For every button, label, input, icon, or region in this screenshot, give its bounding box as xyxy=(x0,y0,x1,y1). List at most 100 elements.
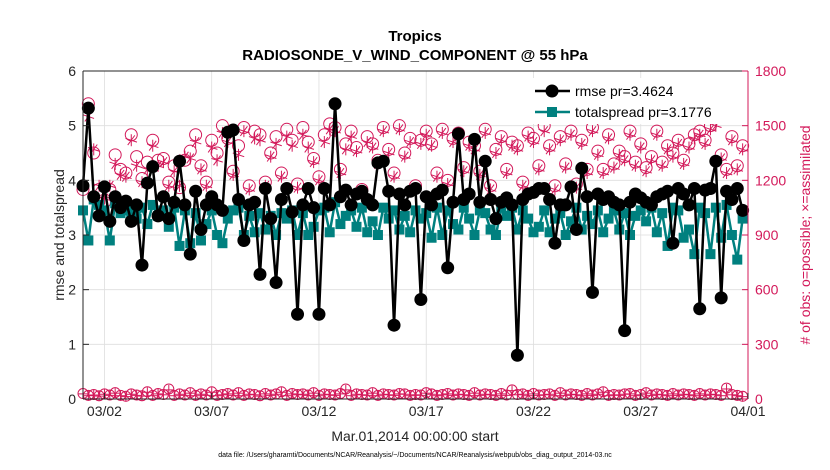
obs-assimilated-point xyxy=(398,150,411,163)
asterisk-stroke xyxy=(583,167,592,179)
rmse-point xyxy=(87,190,101,204)
y-tick-label: 0 xyxy=(68,391,76,407)
obs-assimilated-point xyxy=(120,170,132,183)
rmse-point xyxy=(376,154,390,168)
asterisk-stroke xyxy=(309,156,318,168)
asterisk-stroke xyxy=(111,158,120,170)
rmse-point xyxy=(580,190,594,204)
totalspread-point xyxy=(603,213,614,224)
asterisk-stroke xyxy=(567,129,575,140)
rmse-point xyxy=(215,203,229,217)
rmse-point xyxy=(505,198,519,212)
obs-assimilated-point xyxy=(425,139,438,152)
obs-assimilated-point xyxy=(597,167,610,180)
rmse-point xyxy=(103,214,117,228)
asterisk-stroke xyxy=(347,131,356,142)
asterisk-stroke xyxy=(599,167,608,179)
rmse-point xyxy=(409,182,422,196)
y-tick-label-right: 900 xyxy=(755,227,779,243)
totalspread-point xyxy=(480,208,491,219)
asterisk-stroke xyxy=(690,133,699,144)
totalspread-point xyxy=(99,205,110,216)
rmse-point xyxy=(317,182,331,196)
rmse-point xyxy=(248,195,262,209)
y-tick-label-right: 1200 xyxy=(755,172,786,188)
totalspread-point xyxy=(732,254,743,265)
totalspread-point xyxy=(147,199,158,210)
obs-assimilated-point xyxy=(200,179,213,192)
asterisk-stroke xyxy=(266,151,275,162)
totalspread-point xyxy=(271,230,282,240)
asterisk-stroke xyxy=(422,129,431,140)
asterisk-stroke xyxy=(207,142,216,153)
rmse-point xyxy=(435,183,449,197)
asterisk-stroke xyxy=(701,138,710,150)
obs-assimilated-point xyxy=(629,159,642,172)
asterisk-stroke xyxy=(170,166,179,177)
totalspread-point xyxy=(619,208,630,219)
legend-spread-label: totalspread pr=3.1776 xyxy=(575,104,712,120)
totalspread-point xyxy=(244,210,255,221)
totalspread-point xyxy=(528,227,539,238)
totalspread-point xyxy=(254,208,265,219)
totalspread-point xyxy=(549,213,560,224)
rmse-point xyxy=(189,184,203,198)
y-tick-label-right: 1500 xyxy=(755,118,786,134)
obs-assimilated-point xyxy=(130,159,143,172)
totalspread-point xyxy=(657,208,668,219)
totalspread-point xyxy=(340,210,351,221)
rmse-point xyxy=(119,194,133,208)
asterisk-stroke xyxy=(727,135,736,146)
asterisk-stroke xyxy=(304,142,313,153)
y-tick-label-right: 600 xyxy=(755,282,779,298)
asterisk-stroke xyxy=(529,136,538,148)
totalspread-point xyxy=(684,224,695,235)
rmse-point xyxy=(183,247,197,261)
totalspread-point xyxy=(367,216,378,227)
obs-assimilated-point xyxy=(554,134,567,147)
totalspread-point xyxy=(174,240,185,251)
obs-assimilated-point xyxy=(254,134,266,147)
rmse-point xyxy=(387,318,401,332)
asterisk-stroke xyxy=(491,147,500,159)
asterisk-stroke xyxy=(502,167,511,179)
obs-assimilated-point xyxy=(318,136,331,149)
obs-assimilated-point xyxy=(189,136,202,149)
totalspread-point xyxy=(281,213,292,224)
rmse-point xyxy=(344,198,358,212)
rmse-point xyxy=(414,293,428,307)
asterisk-stroke xyxy=(368,142,377,153)
rmse-point xyxy=(618,324,632,338)
asterisk-stroke xyxy=(556,135,565,146)
x-tick-label: 03/02 xyxy=(87,403,122,419)
totalspread-point xyxy=(673,205,684,216)
rmse-point xyxy=(173,154,187,168)
obs-assimilated-point xyxy=(270,137,282,150)
totalspread-point xyxy=(94,199,105,210)
rmse-point xyxy=(425,198,439,212)
totalspread-point xyxy=(335,219,346,230)
obs-assimilated-point xyxy=(490,147,502,159)
rmse-point xyxy=(661,184,675,198)
rmse-point xyxy=(167,195,181,209)
y-tick-label-right: 0 xyxy=(755,391,763,407)
totalspread-point xyxy=(394,224,405,235)
legend-rmse-marker xyxy=(545,84,559,98)
totalspread-point xyxy=(544,227,555,238)
totalspread-point xyxy=(324,227,335,238)
obs-assimilated-point xyxy=(500,167,513,180)
totalspread-point xyxy=(378,202,389,213)
asterisk-stroke xyxy=(513,144,522,155)
obs-assimilated-point xyxy=(656,159,669,172)
totalspread-point xyxy=(362,227,373,238)
asterisk-stroke xyxy=(706,124,715,135)
obs-assimilated-point xyxy=(516,179,529,192)
asterisk-stroke xyxy=(352,146,361,157)
obs-assimilated-point xyxy=(307,156,320,169)
asterisk-stroke xyxy=(406,136,415,148)
totalspread-point xyxy=(163,221,174,232)
rmse-point xyxy=(478,154,492,168)
y-tick-label-right: 300 xyxy=(755,336,779,352)
totalspread-point xyxy=(533,221,544,232)
obs-assimilated-point xyxy=(608,161,620,174)
